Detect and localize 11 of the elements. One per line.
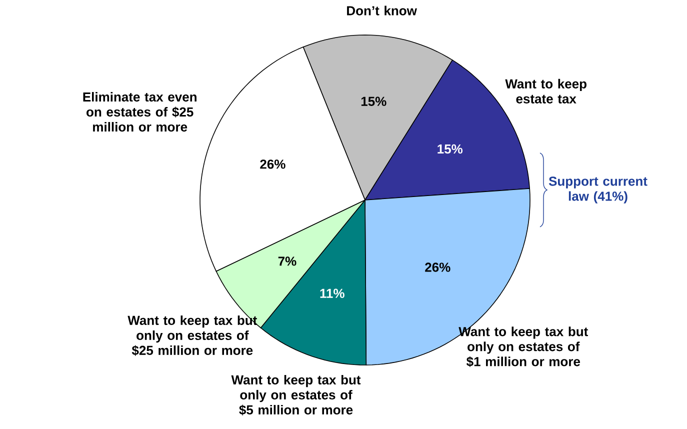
data-label: 11% [320,288,344,298]
data-label: 26% [260,160,286,169]
slice-label: Eliminate tax even on estates of $25 million or more [83,92,196,132]
slice-label: Don’t know [347,6,417,16]
data-label: 7% [278,256,296,266]
data-label: 15% [438,144,463,154]
text: Support current law (41%) [548,176,648,204]
slice-label: Want to keep estate tax [505,78,586,104]
slice-label: Want to keep tax but only on estates of $5 million or more [231,374,361,416]
data-label: 15% [361,96,386,106]
data-label: 26% [425,262,450,272]
